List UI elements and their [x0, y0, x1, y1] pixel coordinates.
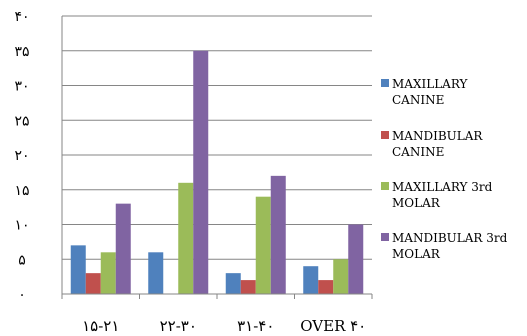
y-tick-label: ۰: [18, 287, 26, 303]
y-tick-label: ۵: [18, 252, 26, 268]
x-tick-labels: ۱۵-۲۱ ۲۲-۳۰ ۳۱-۴۰ OVER ۴۰: [82, 317, 366, 335]
x-tick-label: ۱۵-۲۱: [82, 317, 119, 335]
legend-label: CANINE: [392, 93, 444, 107]
y-tick-label: ۲۵: [14, 113, 29, 129]
bar: [333, 259, 349, 294]
y-tick-label: ۱۰: [14, 218, 29, 234]
legend-label: MANDIBULAR: [392, 129, 483, 143]
x-tick-label: ۲۲-۳۰: [160, 317, 197, 335]
bar: [348, 224, 364, 294]
axes: [61, 16, 373, 299]
legend: MAXILLARY CANINE MANDIBULAR CANINE MAXILLARY…: [381, 77, 508, 261]
legend-label: MOLAR: [392, 247, 441, 261]
y-tick-label: ۳۵: [14, 44, 29, 60]
bar: [70, 245, 86, 294]
bars: [70, 50, 364, 294]
y-tick-label: ۱۵: [14, 183, 29, 199]
bar: [225, 273, 241, 294]
x-tick-label: ۳۱-۴۰: [237, 317, 274, 335]
legend-swatch: [381, 131, 389, 139]
bar: [193, 50, 209, 294]
gridlines: [62, 15, 372, 260]
legend-label: MOLAR: [392, 196, 441, 210]
x-tick-label: OVER ۴۰: [300, 317, 366, 335]
legend-label: MAXILLARY 3rd: [392, 180, 493, 194]
y-tick-label: ۳۰: [14, 79, 29, 95]
legend-swatch: [381, 233, 389, 241]
bar: [85, 273, 101, 294]
bar: [115, 203, 131, 294]
y-tick-labels: ۰ ۵ ۱۰ ۱۵ ۲۰ ۲۵ ۳۰ ۳۵ ۴۰: [14, 9, 29, 303]
legend-label: MAXILLARY: [392, 77, 469, 91]
y-tick-label: ۲۰: [14, 148, 29, 164]
bar: [303, 266, 319, 294]
legend-swatch: [381, 182, 389, 190]
legend-label: MANDIBULAR 3rd: [392, 231, 508, 245]
legend-label: CANINE: [392, 145, 444, 159]
bar: [318, 280, 334, 294]
bar: [255, 196, 271, 294]
y-tick-label: ۴۰: [14, 9, 29, 25]
bar: [270, 175, 286, 294]
legend-swatch: [381, 79, 389, 87]
bar: [178, 182, 194, 294]
bar: [100, 252, 116, 294]
bar: [240, 280, 256, 294]
bar: [148, 252, 164, 294]
